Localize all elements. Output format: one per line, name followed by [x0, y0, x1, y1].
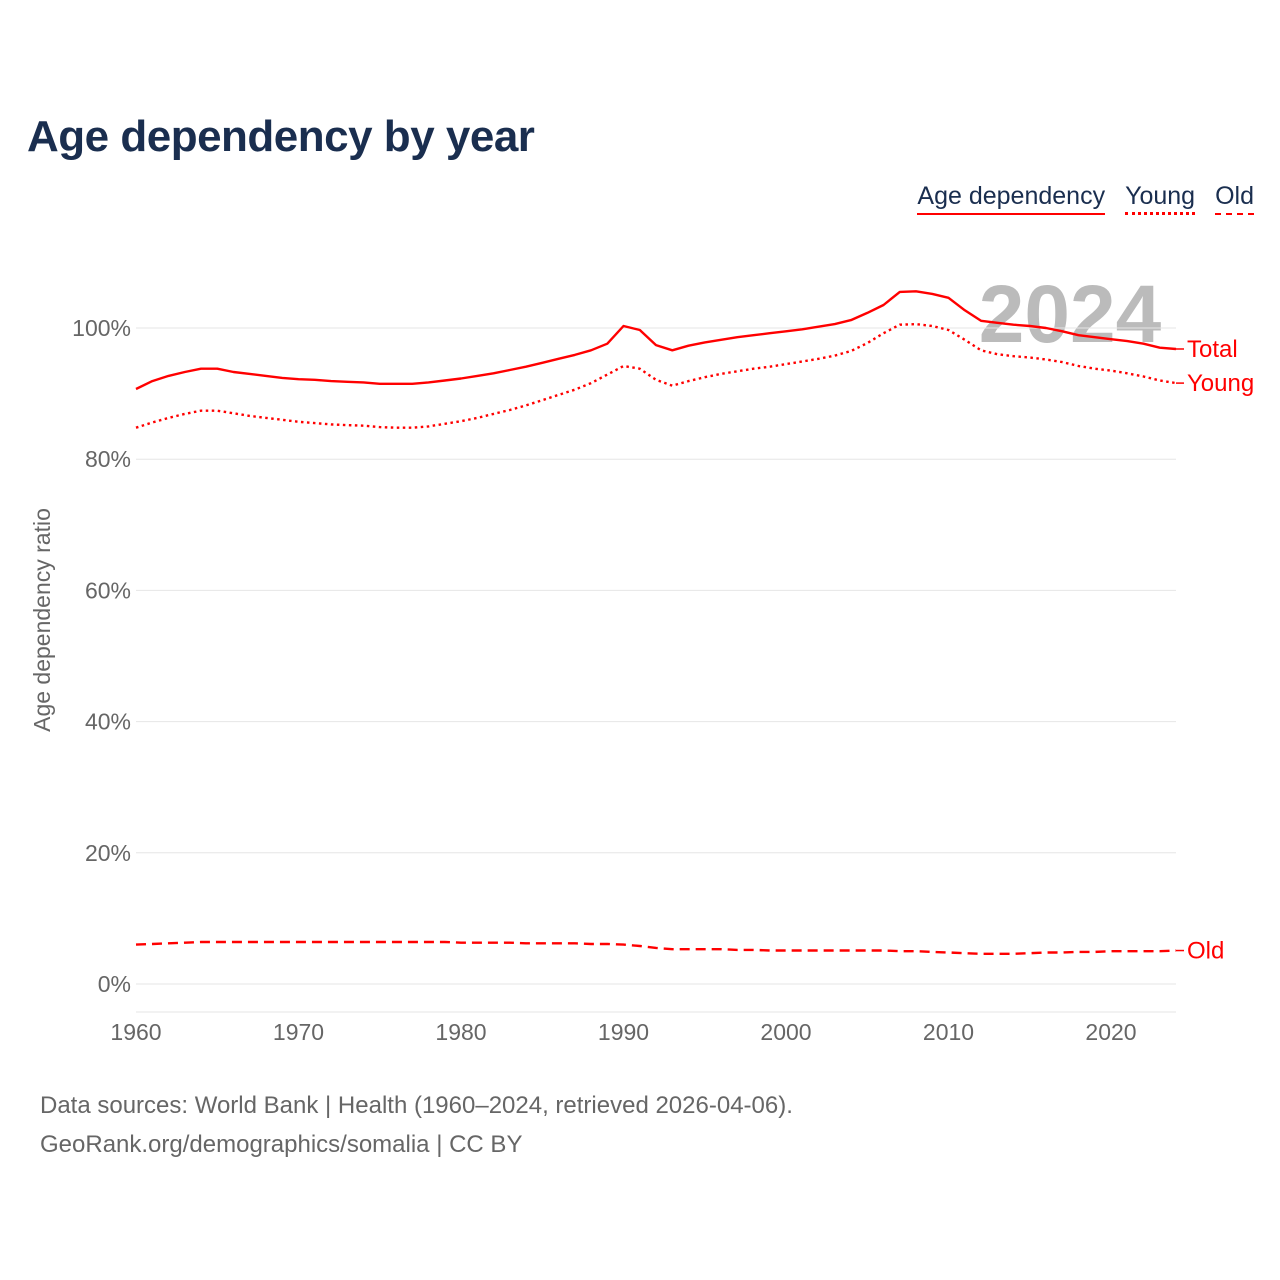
y-tick-label: 80% — [85, 446, 131, 472]
x-tick-label: 1990 — [598, 1019, 649, 1045]
chart-title: Age dependency by year — [27, 112, 535, 161]
year-watermark: 2024 — [979, 269, 1162, 360]
series-end-label-young: Young — [1187, 370, 1254, 397]
legend-item-young[interactable]: Young — [1125, 182, 1196, 215]
y-tick-label: 20% — [85, 840, 131, 866]
y-axis-label: Age dependency ratio — [29, 508, 55, 732]
legend-item-old[interactable]: Old — [1215, 182, 1254, 215]
series-end-label-total: Total — [1187, 336, 1238, 363]
series-end-label-old: Old — [1187, 938, 1224, 965]
data-source-text: Data sources: World Bank | Health (1960–… — [40, 1092, 793, 1119]
x-tick-label: 2020 — [1085, 1019, 1136, 1045]
y-tick-label: 40% — [85, 709, 131, 735]
x-tick-label: 1970 — [273, 1019, 324, 1045]
y-tick-label: 0% — [98, 971, 131, 997]
footer: Data sources: World Bank | Health (1960–… — [40, 1086, 793, 1164]
y-tick-label: 60% — [85, 577, 131, 603]
source-link[interactable]: GeoRank.org/demographics/somalia | CC BY — [40, 1131, 523, 1158]
x-tick-label: 2000 — [760, 1019, 811, 1045]
legend-item-age-dependency[interactable]: Age dependency — [917, 182, 1106, 215]
y-tick-label: 100% — [72, 315, 131, 341]
x-tick-label: 2010 — [923, 1019, 974, 1045]
legend: Age dependency Young Old — [917, 182, 1254, 215]
x-tick-label: 1980 — [435, 1019, 486, 1045]
series-line-young — [135, 322, 1177, 429]
series-line-old — [135, 940, 1177, 955]
series-line-total — [135, 290, 1177, 391]
x-tick-label: 1960 — [110, 1019, 161, 1045]
